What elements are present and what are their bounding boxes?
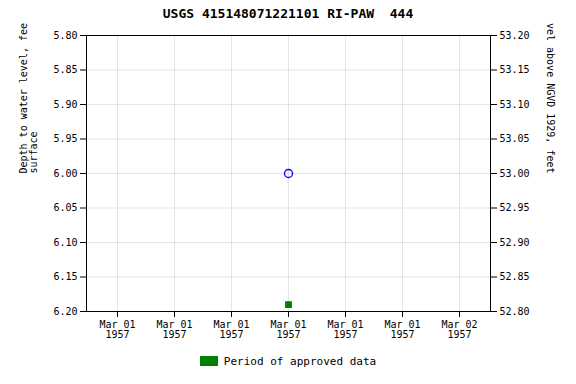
html-text:Period of approved data: Period of approved data: [223, 354, 377, 368]
html-text:USGS 415148071221101 RI-PAW 44: USGS 415148071221101 RI-PAW 444: [162, 6, 414, 21]
svg-text:53.15: 53.15: [500, 64, 530, 75]
svg-text:53.05: 53.05: [500, 133, 530, 144]
svg-text:52.85: 52.85: [500, 271, 530, 282]
svg-text:53.00: 53.00: [500, 168, 530, 179]
svg-text:Mar 021957: Mar 021957: [441, 319, 477, 340]
svg-text:53.10: 53.10: [500, 99, 530, 110]
svg-text:52.80: 52.80: [500, 306, 530, 317]
svg-text:5.85: 5.85: [53, 64, 77, 75]
svg-text:52.90: 52.90: [500, 237, 530, 248]
svg-text:Depth to water level, feet bel: Depth to water level, feet below landsur…: [18, 23, 39, 174]
svg-text:5.90: 5.90: [53, 99, 77, 110]
svg-text:6.15: 6.15: [53, 271, 77, 282]
svg-text:Mar 011957: Mar 011957: [384, 319, 420, 340]
svg-text:Mar 011957: Mar 011957: [213, 319, 249, 340]
svg-text:6.10: 6.10: [53, 237, 77, 248]
svg-text:Mar 011957: Mar 011957: [327, 319, 363, 340]
svg-text:Groundwater level above NGVD 1: Groundwater level above NGVD 1929, feet: [545, 23, 556, 174]
svg-text:Mar 011957: Mar 011957: [99, 319, 135, 340]
svg-text:5.95: 5.95: [53, 133, 77, 144]
svg-text:Mar 011957: Mar 011957: [270, 319, 306, 340]
svg-text:52.95: 52.95: [500, 202, 530, 213]
svg-text:6.20: 6.20: [53, 306, 77, 317]
svg-text:6.05: 6.05: [53, 202, 77, 213]
svg-text:Mar 011957: Mar 011957: [156, 319, 192, 340]
svg-text:5.80: 5.80: [53, 30, 77, 41]
svg-text:53.20: 53.20: [500, 30, 530, 41]
svg-text:6.00: 6.00: [53, 168, 77, 179]
